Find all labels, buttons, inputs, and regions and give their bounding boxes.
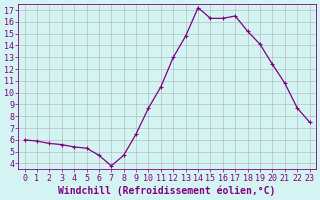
X-axis label: Windchill (Refroidissement éolien,°C): Windchill (Refroidissement éolien,°C): [58, 185, 276, 196]
